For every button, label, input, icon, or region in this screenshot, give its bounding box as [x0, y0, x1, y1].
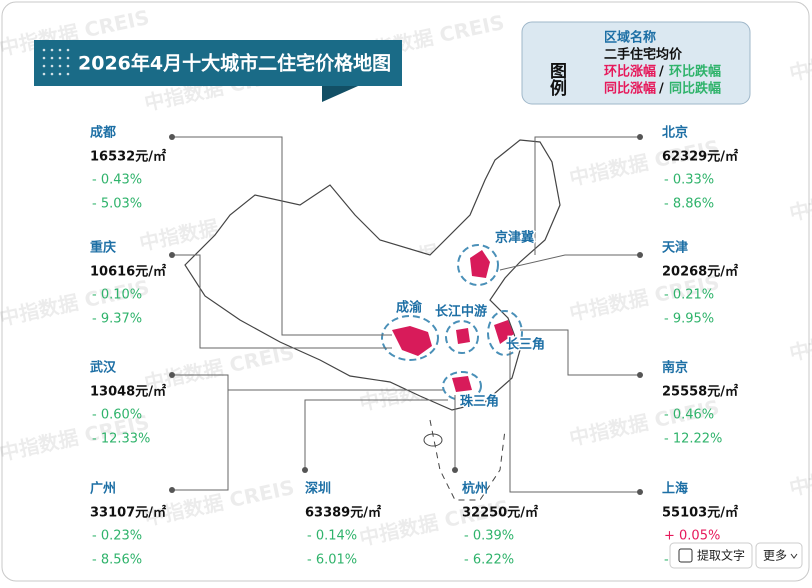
- legend-region: 区域名称: [604, 30, 656, 46]
- more-button[interactable]: 更多: [755, 542, 803, 569]
- more-label[interactable]: 更多: [763, 549, 787, 563]
- legend-price: 二手住宅均价: [604, 47, 683, 63]
- city-mom: - 0.23%: [92, 529, 142, 544]
- connector-line: [172, 390, 229, 491]
- city-yoy: - 9.37%: [92, 312, 142, 327]
- city-price: 33107元/㎡: [90, 505, 166, 521]
- connector-dot: [169, 487, 175, 493]
- city-yoy: - 12.33%: [92, 432, 150, 447]
- city-yoy: - 9.95%: [664, 312, 714, 327]
- connector-dot: [169, 134, 175, 140]
- city-mom: + 0.05%: [664, 529, 720, 544]
- legend-mom-up: 环比涨幅: [604, 64, 656, 80]
- city-mom: - 0.43%: [92, 173, 142, 188]
- connector-line: [172, 254, 392, 349]
- connector-line: [172, 374, 443, 391]
- connector-line: [172, 136, 392, 336]
- city-name: 天津: [662, 240, 688, 256]
- connector-dot: [637, 489, 643, 495]
- city-name: 南京: [662, 360, 688, 376]
- connector-dot: [452, 467, 458, 473]
- city-yoy: - 12.22%: [664, 432, 722, 447]
- city-name: 重庆: [90, 240, 116, 256]
- city-name: 上海: [662, 481, 688, 497]
- region-label: 长江中游: [435, 304, 487, 320]
- city-name: 深圳: [305, 481, 331, 497]
- legend-sep: /: [659, 65, 664, 80]
- legend-mom-down: 环比跌幅: [669, 64, 721, 80]
- city-mom: - 0.46%: [664, 408, 714, 423]
- city-price: 25558元/㎡: [662, 384, 738, 400]
- connector-dot: [169, 372, 175, 378]
- banner-dots: [42, 48, 70, 76]
- title: 2026年4月十大城市二住宅价格地图: [78, 52, 391, 75]
- city-mom: - 0.39%: [464, 529, 514, 544]
- more-button-bg[interactable]: [755, 542, 803, 569]
- connector-line: [304, 399, 448, 470]
- connector-dot: [637, 134, 643, 140]
- region-label: 京津冀: [495, 230, 534, 246]
- city-name: 杭州: [462, 481, 488, 497]
- city-yoy: - 8.56%: [92, 553, 142, 568]
- legend-box: [521, 21, 751, 105]
- extract-label[interactable]: 提取文字: [697, 548, 745, 563]
- city-name: 成都: [90, 125, 116, 141]
- more-caret: [790, 553, 798, 559]
- city-mom: - 0.14%: [307, 529, 357, 544]
- connector-line: [520, 329, 640, 376]
- region-label: 长三角: [506, 337, 545, 353]
- connector-dot: [302, 467, 308, 473]
- city-price: 13048元/㎡: [90, 384, 166, 400]
- legend-yoy-down: 同比跌幅: [669, 81, 721, 97]
- extract-icon: [678, 548, 693, 563]
- city-price: 16532元/㎡: [90, 149, 166, 165]
- city-price: 55103元/㎡: [662, 505, 738, 521]
- city-name: 广州: [90, 481, 116, 497]
- city-yoy: - 6.22%: [464, 553, 514, 568]
- title-banner: [34, 40, 402, 86]
- connectors: [172, 136, 640, 493]
- city-yoy: - 6.01%: [307, 553, 357, 568]
- region-label: 珠三角: [460, 394, 499, 410]
- city-mom: - 0.21%: [664, 288, 714, 303]
- city-price: 62329元/㎡: [662, 149, 738, 165]
- connector-line: [509, 345, 640, 493]
- extract-button[interactable]: 提取文字: [669, 542, 753, 569]
- legend-yoy-up: 同比涨幅: [604, 81, 656, 97]
- city-name: 北京: [662, 125, 688, 141]
- city-mom: - 0.10%: [92, 288, 142, 303]
- connector-dot: [169, 252, 175, 258]
- legend-sep: /: [659, 82, 664, 97]
- connector-line: [499, 254, 640, 271]
- connector-dot: [637, 372, 643, 378]
- city-price: 20268元/㎡: [662, 264, 738, 280]
- region-label: 成渝: [396, 300, 423, 316]
- connector-dot: [637, 252, 643, 258]
- city-areas: [392, 250, 514, 392]
- banner-tail: [322, 86, 358, 102]
- city-yoy: - 8.86%: [664, 197, 714, 212]
- city-yoy: - 5.03%: [92, 197, 142, 212]
- city-name: 武汉: [90, 360, 117, 376]
- city-price: 32250元/㎡: [462, 505, 538, 521]
- connector-line: [534, 136, 640, 255]
- region-circles: [381, 244, 523, 401]
- city-price: 63389元/㎡: [305, 505, 381, 521]
- city-mom: - 0.33%: [664, 173, 714, 188]
- city-mom: - 0.60%: [92, 408, 142, 423]
- legend-label: 图例: [546, 62, 567, 96]
- city-price: 10616元/㎡: [90, 264, 166, 280]
